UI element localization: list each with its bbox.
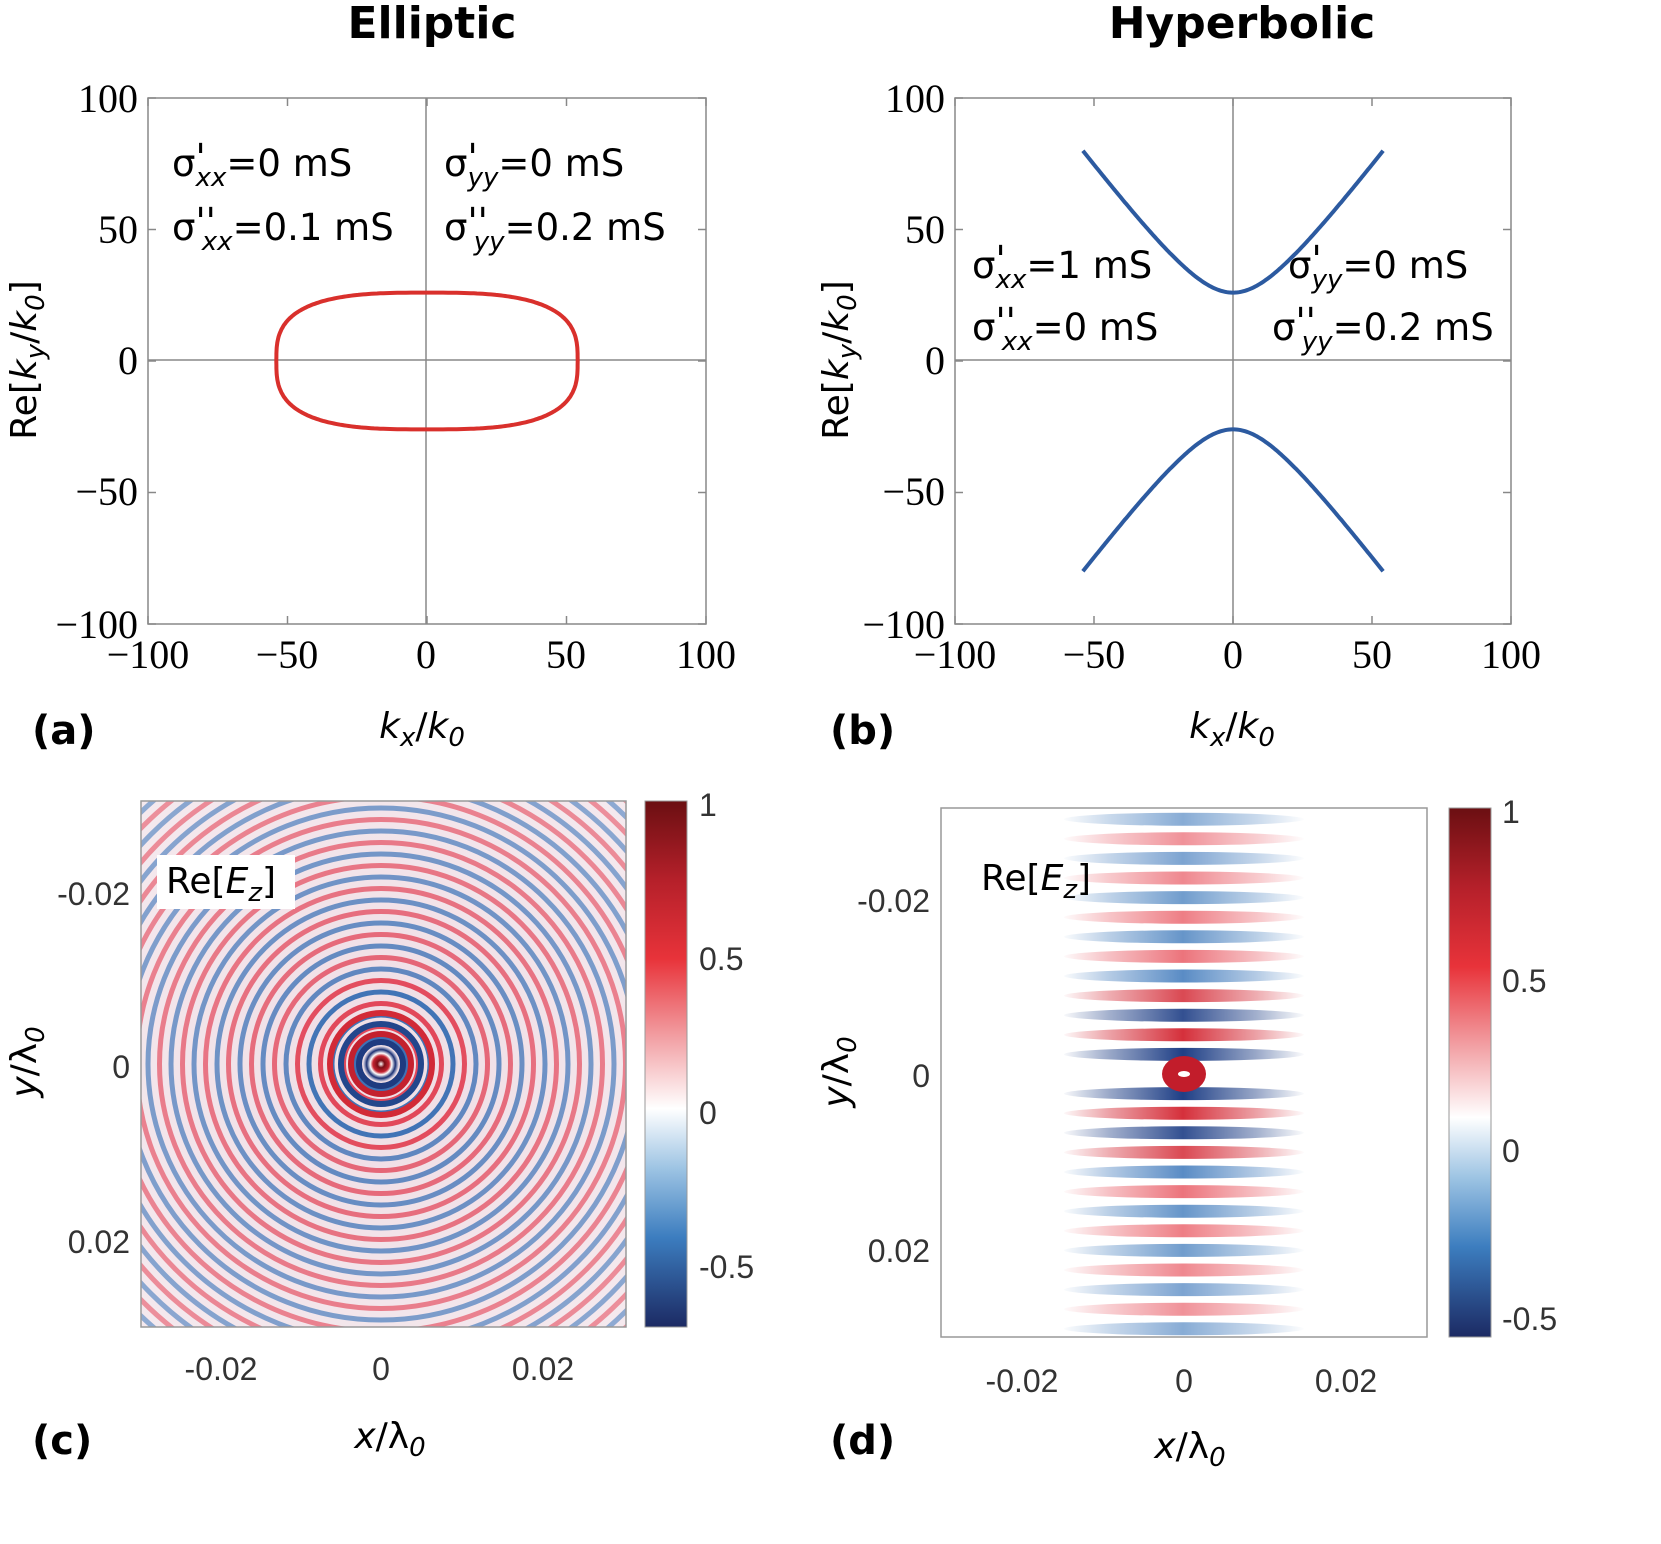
sigma-yy-imag-b: σ''yy=0.2 mS xyxy=(1272,300,1494,357)
panel-label-c: (c) xyxy=(32,1418,92,1464)
panel-label-b: (b) xyxy=(830,708,895,754)
xtick-b-4: 100 xyxy=(1481,632,1541,677)
source-core-d-inner xyxy=(1178,1071,1190,1077)
ytick-b-2: 0 xyxy=(925,338,945,383)
cbar-tick-d-1: 0.5 xyxy=(1502,963,1546,999)
sigma-xx-imag-b: σ''xx=0 mS xyxy=(972,300,1158,357)
x-axis-label-d: x/λ0 xyxy=(1153,1426,1225,1473)
ytick-d-1: 0 xyxy=(912,1058,930,1094)
xtick-b-1: −50 xyxy=(1063,632,1126,677)
colorbar-ticks-c: 1 0.5 0 -0.5 xyxy=(699,787,754,1285)
xtick-c-2: 0.02 xyxy=(512,1351,574,1387)
sigma-xx-real-a: σ'xx=0 mS xyxy=(172,136,352,193)
y-tick-labels-d: -0.02 0 0.02 xyxy=(857,883,930,1269)
xtick-b-3: 50 xyxy=(1352,632,1392,677)
tick-marks-b xyxy=(954,97,1512,625)
ytick-a-2: 0 xyxy=(118,338,138,383)
panel-d: Re[Ez] 1 0.5 0 -0.5 -0.02 0 0.02 -0.02 0… xyxy=(816,793,1557,1473)
tick-marks-a xyxy=(147,97,707,625)
sigma-yy-imag-a: σ''yy=0.2 mS xyxy=(444,200,666,257)
y-axis-label-c: y/λ0 xyxy=(4,1026,51,1098)
colorbar-d xyxy=(1448,807,1492,1338)
heatmap-c xyxy=(141,801,626,1327)
ytick-b-3: −50 xyxy=(882,469,945,514)
sigma-yy-real-a: σ'yy=0 mS xyxy=(444,136,624,193)
ytick-a-1: 50 xyxy=(98,207,138,252)
stripe-0 xyxy=(1064,793,1304,806)
ytick-a-0: 100 xyxy=(78,76,138,121)
colorbar-c xyxy=(644,800,688,1328)
x-tick-labels-a: −100 −50 0 50 100 xyxy=(107,632,736,677)
panel-b: −100 −50 0 50 100 100 50 0 −50 −100 kx/k… xyxy=(816,76,1541,754)
xtick-b-2: 0 xyxy=(1223,632,1243,677)
heatmap-d xyxy=(1060,793,1306,1355)
y-tick-labels-b: 100 50 0 −50 −100 xyxy=(862,76,945,647)
plot-frame-d xyxy=(940,807,1428,1338)
y-tick-labels-a: 100 50 0 −50 −100 xyxy=(55,76,138,647)
sigma-yy-real-b: σ'yy=0 mS xyxy=(1288,238,1468,295)
ytick-c-0: -0.02 xyxy=(57,876,130,912)
ytick-d-2: 0.02 xyxy=(868,1233,930,1269)
conductivity-annotations-a: σ'xx=0 mS σ''xx=0.1 mS σ'yy=0 mS σ''yy=0… xyxy=(172,136,666,257)
xtick-d-1: 0 xyxy=(1175,1363,1193,1399)
xtick-d-2: 0.02 xyxy=(1315,1363,1377,1399)
cbar-tick-d-2: 0 xyxy=(1502,1133,1520,1169)
ytick-b-1: 50 xyxy=(905,207,945,252)
y-axis-label-a: Re[ky/k0] xyxy=(4,280,51,439)
title-hyperbolic: Hyperbolic xyxy=(1109,0,1376,49)
ytick-c-2: 0.02 xyxy=(68,1224,130,1260)
cbar-tick-c-0: 1 xyxy=(699,787,717,823)
panel-label-d: (d) xyxy=(830,1418,895,1464)
xtick-d-0: -0.02 xyxy=(986,1363,1059,1399)
field-label-d: Re[Ez] xyxy=(981,858,1091,905)
x-tick-labels-d: -0.02 0 0.02 xyxy=(986,1363,1378,1399)
conductivity-annotations-b: σ'xx=1 mS σ''xx=0 mS σ'yy=0 mS σ''yy=0.2… xyxy=(972,238,1494,357)
ytick-b-4: −100 xyxy=(862,602,945,647)
panel-c: Re[Ez] 1 0.5 0 -0.5 -0.02 0 0.02 -0.02 0… xyxy=(4,787,754,1464)
field-label-box-c xyxy=(157,855,295,909)
xtick-a-0: −100 xyxy=(107,632,190,677)
xtick-a-4: 100 xyxy=(676,632,736,677)
ytick-c-1: 0 xyxy=(112,1049,130,1085)
xtick-c-1: 0 xyxy=(372,1351,390,1387)
sigma-xx-real-b: σ'xx=1 mS xyxy=(972,238,1152,295)
x-axis-label-b: kx/k0 xyxy=(1189,706,1275,753)
stripe-28 xyxy=(1064,1342,1304,1355)
y-axis-label-b: Re[ky/k0] xyxy=(816,280,863,439)
plot-frame-c xyxy=(140,800,627,1328)
elliptic-contour xyxy=(274,290,580,432)
panel-a: −100 −50 0 50 100 100 50 0 −50 −100 kx/k… xyxy=(4,76,736,754)
ytick-a-4: −100 xyxy=(55,602,138,647)
ytick-d-0: -0.02 xyxy=(857,883,930,919)
panel-label-a: (a) xyxy=(32,708,96,754)
source-core-c xyxy=(363,1046,399,1082)
x-axis-label-c: x/λ0 xyxy=(353,1416,425,1463)
xtick-b-0: −100 xyxy=(914,632,997,677)
cbar-tick-c-2: 0 xyxy=(699,1095,717,1131)
hyperbolic-branch-upper xyxy=(1081,149,1385,295)
ytick-b-0: 100 xyxy=(885,76,945,121)
colorbar-ticks-d: 1 0.5 0 -0.5 xyxy=(1502,794,1557,1337)
x-tick-labels-b: −100 −50 0 50 100 xyxy=(914,632,1541,677)
y-axis-label-d: y/λ0 xyxy=(816,1036,863,1108)
field-label-c: Re[Ez] xyxy=(166,861,276,908)
cbar-tick-c-1: 0.5 xyxy=(699,941,743,977)
cbar-tick-d-0: 1 xyxy=(1502,794,1520,830)
cbar-tick-c-3: -0.5 xyxy=(699,1249,754,1285)
x-axis-label-a: kx/k0 xyxy=(379,706,465,753)
xtick-a-3: 50 xyxy=(546,632,586,677)
sigma-xx-imag-a: σ''xx=0.1 mS xyxy=(172,200,394,257)
ytick-a-3: −50 xyxy=(75,469,138,514)
title-elliptic: Elliptic xyxy=(348,0,517,49)
xtick-c-0: -0.02 xyxy=(185,1351,258,1387)
y-tick-labels-c: -0.02 0 0.02 xyxy=(57,876,130,1260)
x-tick-labels-c: -0.02 0 0.02 xyxy=(185,1351,575,1387)
xtick-a-1: −50 xyxy=(256,632,319,677)
cbar-tick-d-3: -0.5 xyxy=(1502,1301,1557,1337)
xtick-a-2: 0 xyxy=(416,632,436,677)
hyperbolic-branch-lower xyxy=(1081,427,1385,573)
